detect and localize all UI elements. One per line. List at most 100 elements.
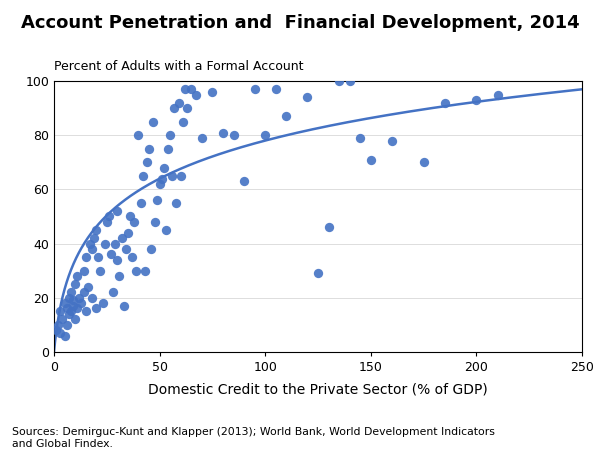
Point	[191, 91, 200, 98]
Point	[104, 213, 114, 220]
Point	[334, 78, 344, 85]
Point	[91, 305, 101, 312]
Point	[115, 272, 124, 280]
Point	[166, 132, 175, 139]
Point	[182, 105, 192, 112]
Point	[58, 316, 67, 323]
Point	[218, 129, 228, 136]
Point	[208, 88, 217, 96]
Point	[472, 97, 481, 104]
Point	[174, 99, 184, 106]
Point	[152, 197, 162, 204]
Point	[100, 240, 109, 247]
Point	[159, 164, 169, 171]
Point	[56, 329, 65, 336]
Point	[140, 267, 149, 274]
Point	[324, 224, 334, 231]
Point	[187, 86, 196, 93]
Point	[77, 299, 86, 307]
Point	[106, 251, 116, 258]
Point	[70, 316, 80, 323]
Point	[74, 294, 84, 301]
Point	[387, 137, 397, 144]
Point	[109, 289, 118, 296]
Point	[134, 132, 143, 139]
Point	[60, 332, 70, 339]
Point	[281, 113, 291, 120]
Point	[493, 91, 502, 98]
Point	[170, 105, 179, 112]
Point	[95, 267, 105, 274]
Point	[157, 175, 167, 182]
Point	[66, 289, 76, 296]
Point	[73, 305, 82, 312]
Point	[130, 218, 139, 226]
Point	[79, 267, 88, 274]
Point	[62, 305, 71, 312]
Point	[131, 267, 141, 274]
Point	[127, 253, 137, 261]
Point	[355, 134, 365, 142]
Text: Sources: Demirguc-Kunt and Klapper (2013); World Bank, World Development Indicat: Sources: Demirguc-Kunt and Klapper (2013…	[12, 427, 495, 449]
Point	[172, 199, 181, 207]
Point	[117, 235, 127, 242]
Point	[180, 86, 190, 93]
Text: Account Penetration and  Financial Development, 2014: Account Penetration and Financial Develo…	[20, 14, 580, 32]
Point	[81, 308, 91, 315]
Point	[155, 180, 164, 188]
Point	[53, 321, 63, 328]
Point	[178, 118, 188, 125]
Point	[87, 294, 97, 301]
Point	[98, 299, 107, 307]
Point	[52, 327, 61, 334]
Point	[64, 294, 74, 301]
Point	[250, 86, 259, 93]
Point	[119, 302, 128, 309]
Point	[56, 308, 65, 315]
Point	[70, 281, 80, 288]
Point	[79, 289, 88, 296]
Point	[176, 172, 185, 179]
Point	[229, 132, 238, 139]
Point	[138, 172, 148, 179]
Point	[161, 226, 171, 234]
Point	[239, 178, 249, 185]
Point	[123, 229, 133, 236]
Point	[419, 159, 428, 166]
Point	[102, 218, 112, 226]
Point	[121, 245, 131, 253]
Point	[83, 283, 92, 290]
Text: Percent of Adults with a Formal Account: Percent of Adults with a Formal Account	[54, 60, 304, 73]
Point	[64, 310, 74, 318]
Point	[66, 308, 76, 315]
Point	[313, 270, 323, 277]
Point	[91, 226, 101, 234]
Point	[148, 118, 158, 125]
Point	[62, 321, 71, 328]
X-axis label: Domestic Credit to the Private Sector (% of GDP): Domestic Credit to the Private Sector (%…	[148, 382, 488, 396]
Point	[68, 297, 78, 304]
Point	[260, 132, 270, 139]
Point	[87, 245, 97, 253]
Point	[151, 218, 160, 226]
Point	[440, 99, 449, 106]
Point	[271, 86, 281, 93]
Point	[94, 253, 103, 261]
Point	[345, 78, 355, 85]
Point	[144, 145, 154, 152]
Point	[302, 94, 312, 101]
Point	[113, 256, 122, 263]
Point	[89, 235, 99, 242]
Point	[366, 156, 376, 163]
Point	[113, 207, 122, 215]
Point	[73, 272, 82, 280]
Point	[68, 302, 78, 309]
Point	[85, 240, 95, 247]
Point	[125, 213, 135, 220]
Point	[142, 159, 152, 166]
Point	[146, 245, 156, 253]
Point	[167, 172, 177, 179]
Point	[81, 253, 91, 261]
Point	[110, 240, 120, 247]
Point	[197, 134, 206, 142]
